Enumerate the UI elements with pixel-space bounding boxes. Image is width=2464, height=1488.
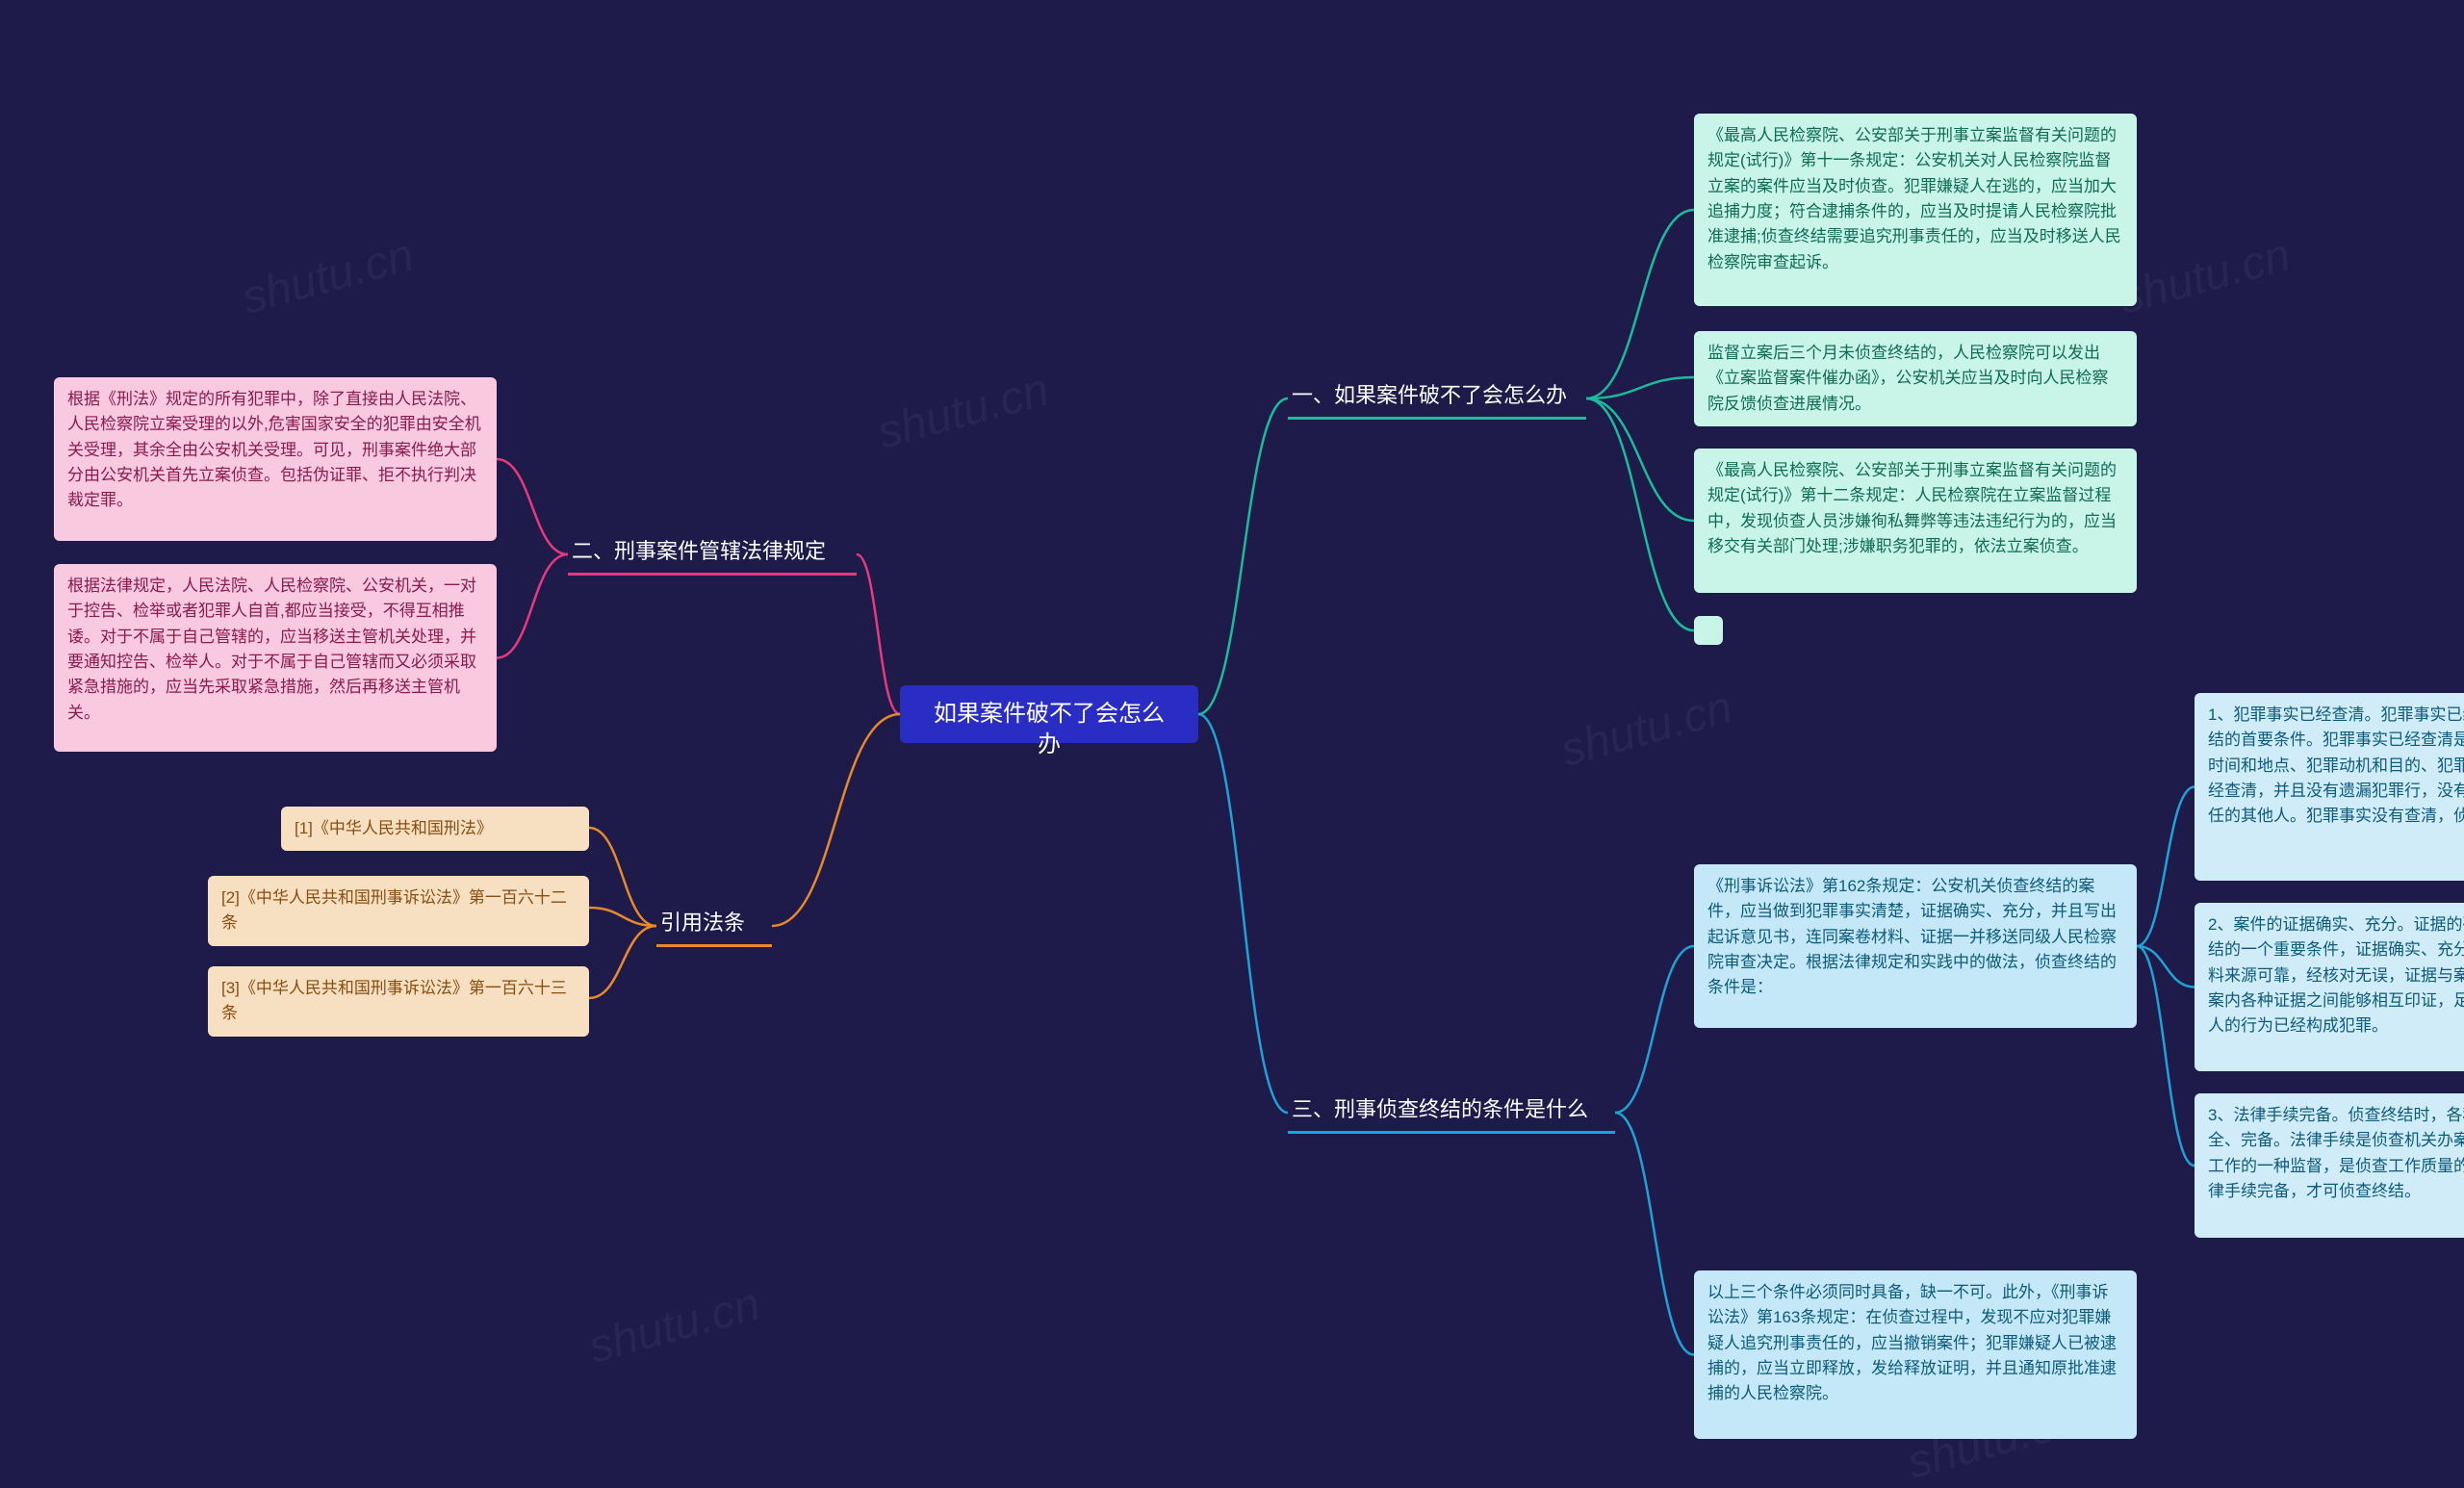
leaf-node: 《最高人民检察院、公安部关于刑事立案监督有关问题的规定(试行)》第十一条规定：公… (1694, 114, 2137, 306)
leaf-node: 根据法律规定，人民法院、人民检察院、公安机关，一对于控告、检举或者犯罪人自首,都… (54, 564, 497, 752)
leaf-node: 以上三个条件必须同时具备，缺一不可。此外，《刑事诉讼法》第163条规定：在侦查过… (1694, 1270, 2137, 1439)
branch-label: 引用法条 (656, 899, 772, 947)
branch-label: 一、如果案件破不了会怎么办 (1288, 372, 1586, 420)
leaf-node: [3]《中华人民共和国刑事诉讼法》第一百六十三条 (208, 966, 589, 1037)
leaf-node: 《刑事诉讼法》第162条规定：公安机关侦查终结的案件，应当做到犯罪事实清楚，证据… (1694, 864, 2137, 1028)
watermark: shutu.cn (2114, 228, 2297, 324)
leaf-node: 3、法律手续完备。侦查终结时，各种法律手续必须齐全、完备。法律手续是侦查机关办案… (2194, 1093, 2464, 1238)
watermark: shutu.cn (1555, 680, 1738, 777)
root-node: 如果案件破不了会怎么办 (900, 685, 1198, 743)
branch-label: 二、刑事案件管辖法律规定 (568, 527, 857, 576)
leaf-node: 根据《刑法》规定的所有犯罪中，除了直接由人民法院、人民检察院立案受理的以外,危害… (54, 377, 497, 541)
leaf-node: 2、案件的证据确实、充分。证据的确实、充分是侦查终结的一个重要条件，证据确实、充… (2194, 903, 2464, 1071)
watermark: shutu.cn (872, 363, 1055, 459)
leaf-node: [1]《中华人民共和国刑法》 (281, 807, 589, 851)
leaf-node: [2]《中华人民共和国刑事诉讼法》第一百六十二条 (208, 876, 589, 946)
branch-label: 三、刑事侦查终结的条件是什么 (1288, 1086, 1615, 1134)
leaf-node: 监督立案后三个月未侦查终结的，人民检察院可以发出《立案监督案件催办函》，公安机关… (1694, 331, 2137, 426)
leaf-node: 《最高人民检察院、公安部关于刑事立案监督有关问题的规定(试行)》第十二条规定：人… (1694, 449, 2137, 593)
leaf-node (1694, 616, 1723, 645)
leaf-node: 1、犯罪事实已经查清。犯罪事实已经查清，这是侦查终结的首要条件。犯罪事实已经查清… (2194, 693, 2464, 881)
watermark: shutu.cn (583, 1277, 766, 1373)
watermark: shutu.cn (237, 228, 420, 324)
